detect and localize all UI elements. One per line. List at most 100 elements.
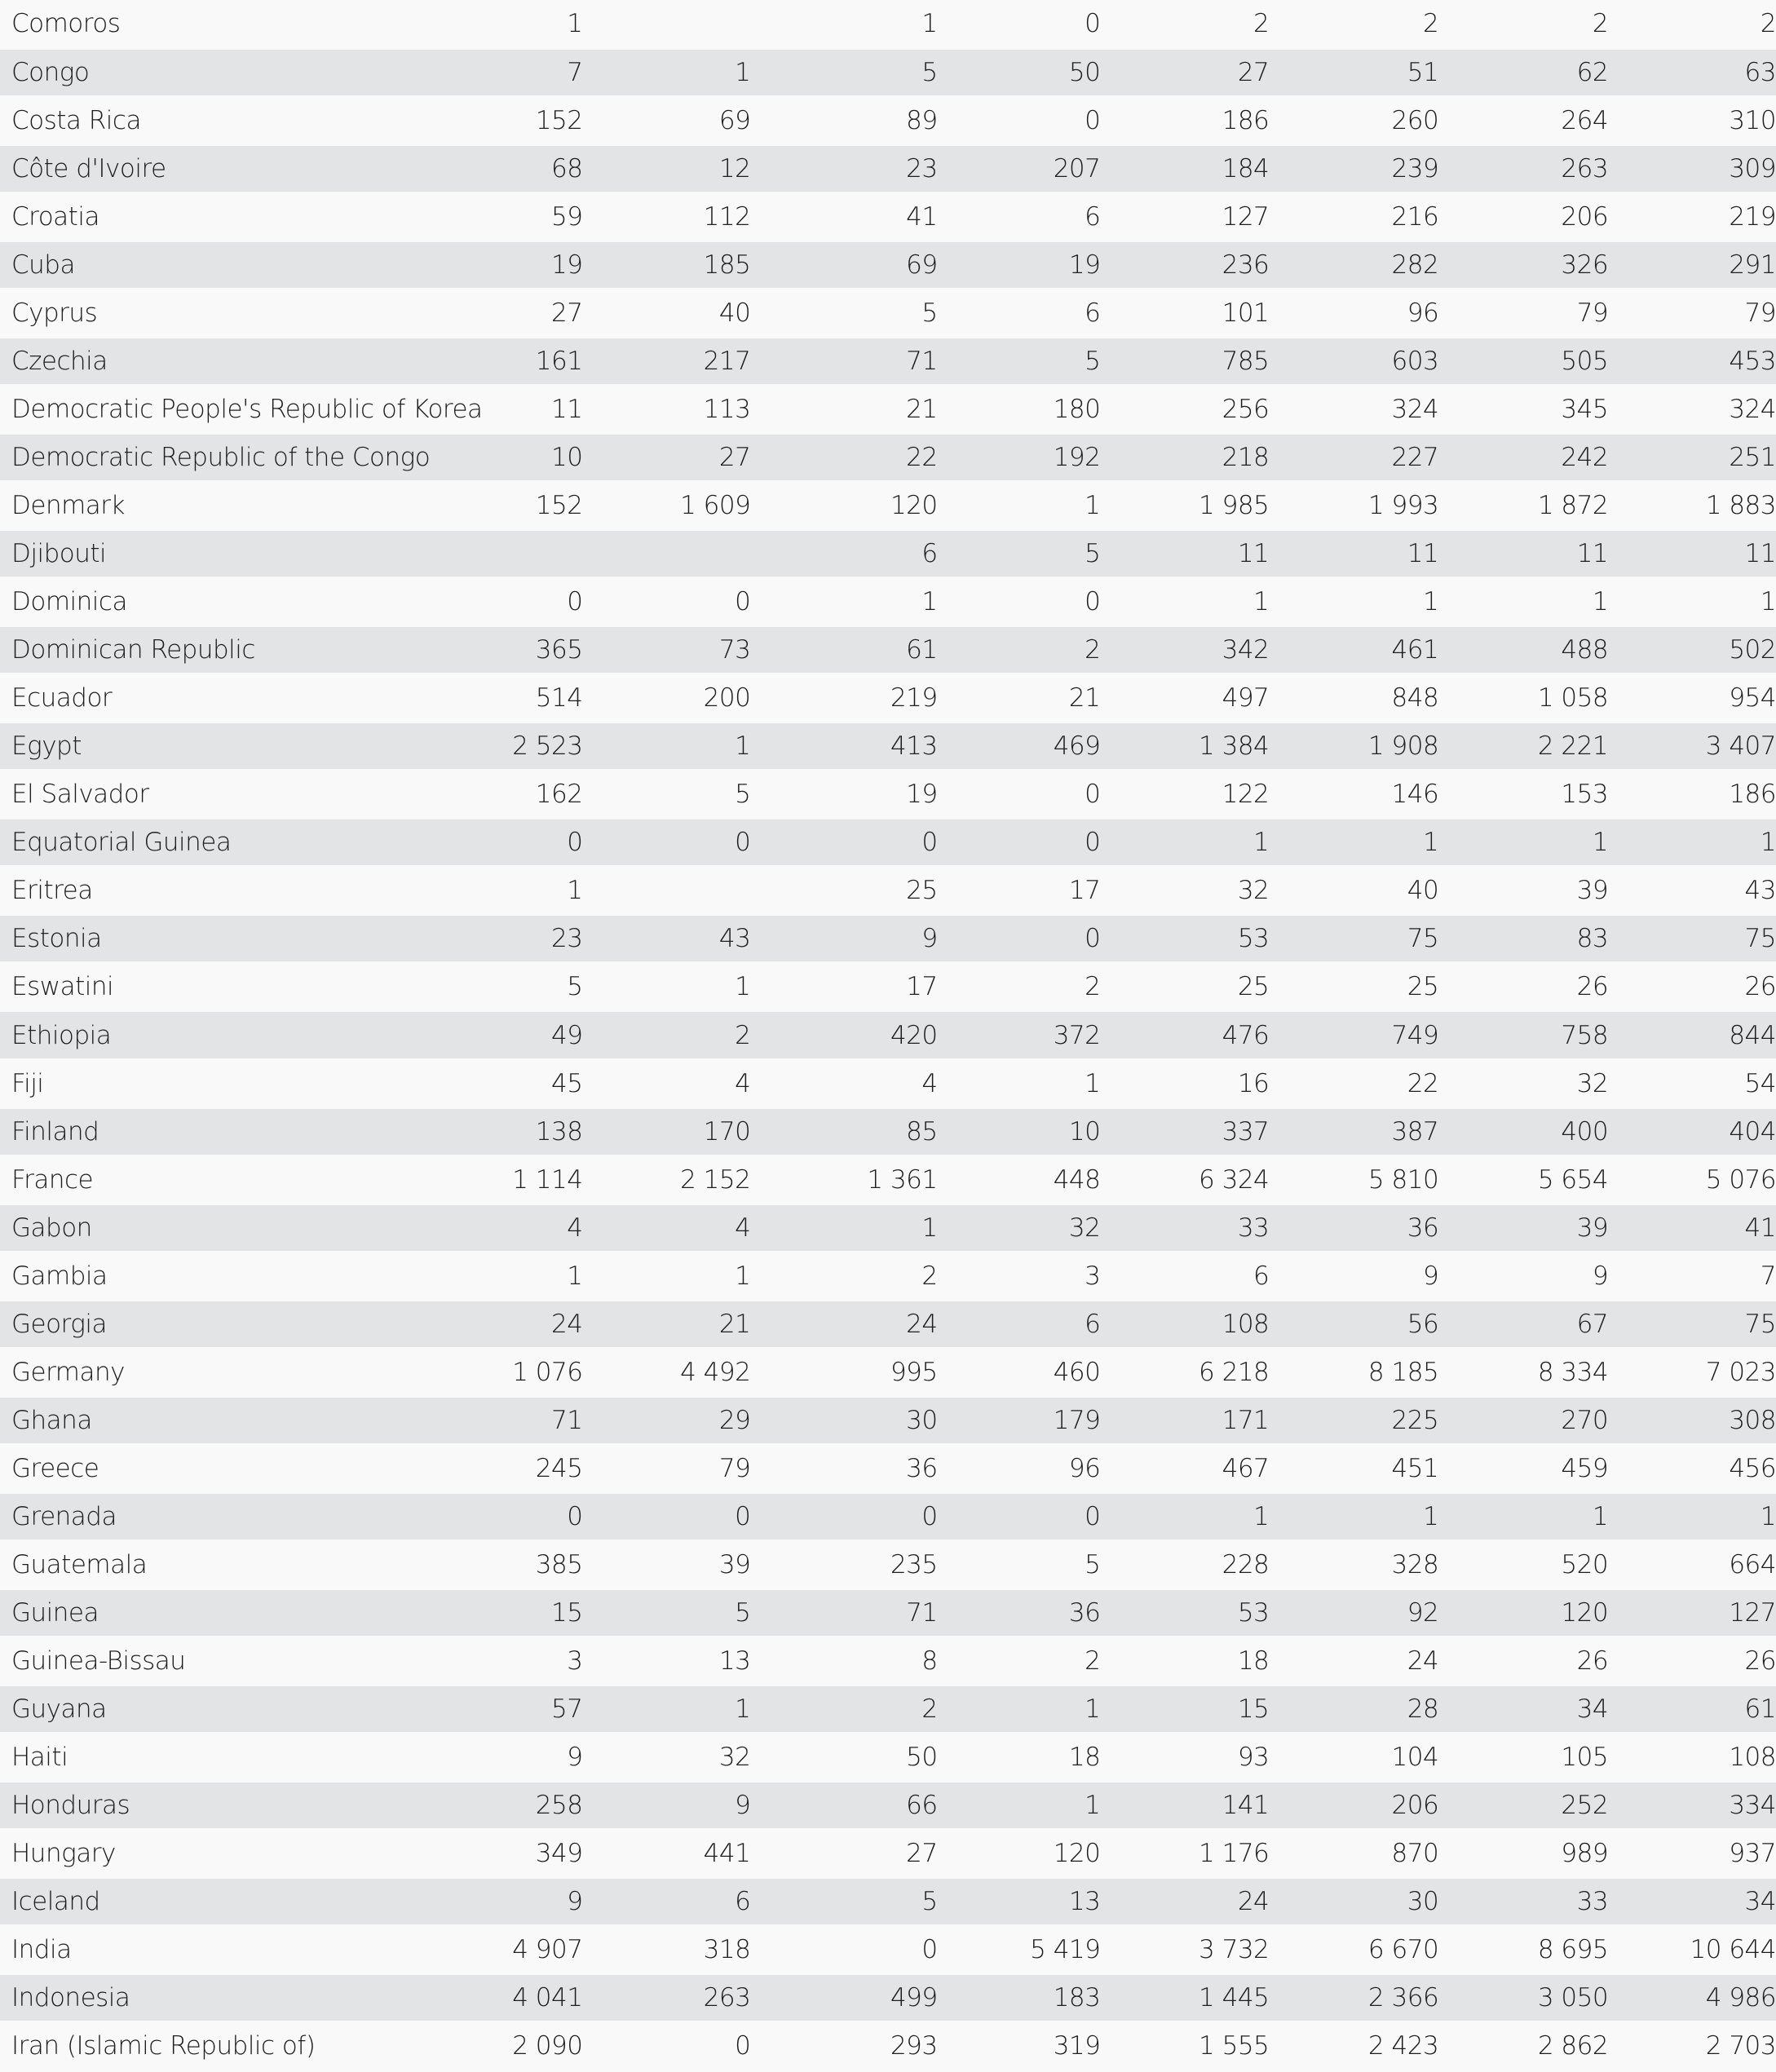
table-row: Haiti 9 32 50 18 93 104 105 108 xyxy=(0,1733,1776,1783)
country-name-cell: Indonesia xyxy=(0,1973,479,2024)
value-cell: 32 xyxy=(1100,866,1270,917)
country-name-cell: Iceland xyxy=(0,1877,479,1928)
value-cell: 101 xyxy=(1100,289,1270,338)
value-cell: 9 xyxy=(478,1733,583,1783)
value-cell: 1 176 xyxy=(1100,1829,1270,1880)
value-cell: 420 xyxy=(750,1010,938,1061)
value-cell: 308 xyxy=(1608,1396,1776,1446)
value-cell: 1 058 xyxy=(1438,674,1609,724)
value-cell: 7 xyxy=(1608,1252,1776,1301)
table-row: Equatorial Guinea 0 0 0 0 1 1 1 1 xyxy=(0,818,1776,868)
value-cell: 5 xyxy=(478,962,583,1013)
value-cell: 844 xyxy=(1608,1010,1776,1061)
value-cell: 2 221 xyxy=(1438,722,1609,772)
value-cell: 21 xyxy=(937,674,1101,724)
table-row: Finland 138 170 85 10 337 387 400 404 xyxy=(0,1107,1776,1157)
value-cell: 1 xyxy=(1269,1492,1439,1543)
value-cell: 32 xyxy=(582,1733,751,1783)
value-cell: 83 xyxy=(1438,914,1609,965)
value-cell: 6 218 xyxy=(1100,1348,1270,1398)
value-cell: 5 xyxy=(937,337,1101,387)
value-cell: 59 xyxy=(478,192,583,242)
value-cell: 50 xyxy=(937,48,1101,98)
value-cell: 0 xyxy=(582,818,751,868)
value-cell: 460 xyxy=(937,1348,1101,1398)
value-cell: 30 xyxy=(1269,1877,1439,1928)
value-cell: 18 xyxy=(1100,1637,1270,1687)
value-cell: 92 xyxy=(1269,1588,1439,1639)
value-cell: 1 xyxy=(582,722,751,772)
table-row: Democratic Republic of the Congo 10 27 22 19… xyxy=(0,433,1776,483)
value-cell: 16 xyxy=(1100,1059,1270,1109)
value-cell: 1 076 xyxy=(478,1348,583,1398)
value-cell: 7 xyxy=(478,48,583,98)
value-cell: 69 xyxy=(582,96,751,146)
table-row: Hungary 349 441 27 120 1 176 870 989 937 xyxy=(0,1829,1776,1880)
value-cell xyxy=(582,866,751,917)
value-cell: 120 xyxy=(937,1829,1101,1880)
value-cell: 36 xyxy=(937,1588,1101,1639)
country-name-cell: Ecuador xyxy=(0,674,479,724)
value-cell: 180 xyxy=(937,385,1101,435)
value-cell: 0 xyxy=(937,0,1101,50)
country-name-cell: Ethiopia xyxy=(0,1010,479,1061)
value-cell: 162 xyxy=(478,770,583,820)
value-cell: 39 xyxy=(582,1540,751,1591)
value-cell: 1 xyxy=(1438,818,1609,868)
value-cell: 309 xyxy=(1608,144,1776,194)
value-cell: 1 908 xyxy=(1269,722,1439,772)
value-cell: 127 xyxy=(1100,192,1270,242)
value-cell: 345 xyxy=(1438,385,1609,435)
value-cell: 41 xyxy=(750,192,938,242)
value-cell: 1 xyxy=(937,481,1101,532)
value-cell: 0 xyxy=(478,818,583,868)
value-cell: 0 xyxy=(750,1925,938,1976)
table-row: Djibouti 6 5 11 11 11 11 xyxy=(0,529,1776,580)
table-row: Denmark 152 1 609 120 1 1 985 1 993 1 872 1 883 xyxy=(0,481,1776,532)
table-row: Greece 245 79 36 96 467 451 459 456 xyxy=(0,1444,1776,1494)
value-cell: 24 xyxy=(1269,1637,1439,1687)
value-cell: 758 xyxy=(1438,1010,1609,1061)
value-cell: 954 xyxy=(1608,674,1776,724)
value-cell: 372 xyxy=(937,1010,1101,1061)
table-row: Ethiopia 49 2 420 372 476 749 758 844 xyxy=(0,1010,1776,1061)
value-cell: 127 xyxy=(1608,1588,1776,1639)
country-name-cell: Cyprus xyxy=(0,289,479,338)
value-cell: 1 xyxy=(937,1685,1101,1735)
value-cell: 17 xyxy=(937,866,1101,917)
value-cell: 2 423 xyxy=(1269,2021,1439,2072)
value-cell: 29 xyxy=(582,1396,751,1446)
value-cell: 11 xyxy=(1100,529,1270,580)
country-name-cell: India xyxy=(0,1925,479,1976)
table-row: Grenada 0 0 0 0 1 1 1 1 xyxy=(0,1492,1776,1543)
value-cell: 989 xyxy=(1438,1829,1609,1880)
value-cell: 467 xyxy=(1100,1444,1270,1494)
value-cell: 138 xyxy=(478,1107,583,1157)
table-row: Gabon 4 4 1 32 33 36 39 41 xyxy=(0,1204,1776,1253)
value-cell: 2 xyxy=(937,625,1101,676)
value-cell: 334 xyxy=(1608,1781,1776,1831)
value-cell: 0 xyxy=(937,1492,1101,1543)
value-cell: 53 xyxy=(1100,914,1270,965)
value-cell: 24 xyxy=(478,1300,583,1350)
table-row: Eritrea 1 25 17 32 40 39 43 xyxy=(0,866,1776,917)
value-cell: 5 xyxy=(582,1588,751,1639)
value-cell: 1 xyxy=(750,1204,938,1253)
table-row: Guinea-Bissau 3 13 8 2 18 24 26 26 xyxy=(0,1637,1776,1687)
value-cell: 153 xyxy=(1438,770,1609,820)
value-cell: 4 xyxy=(582,1059,751,1109)
value-cell: 12 xyxy=(582,144,751,194)
value-cell: 2 xyxy=(1438,0,1609,50)
value-cell: 1 xyxy=(750,577,938,628)
value-cell: 113 xyxy=(582,385,751,435)
value-cell: 1 872 xyxy=(1438,481,1609,532)
value-cell: 326 xyxy=(1438,241,1609,290)
value-cell: 8 xyxy=(750,1637,938,1687)
value-cell: 79 xyxy=(1438,289,1609,338)
country-name-cell: Democratic People's Republic of Korea xyxy=(0,385,483,435)
value-cell: 0 xyxy=(582,1492,751,1543)
value-cell: 5 076 xyxy=(1608,1155,1776,1205)
value-cell xyxy=(582,529,751,580)
value-cell: 71 xyxy=(478,1396,583,1446)
